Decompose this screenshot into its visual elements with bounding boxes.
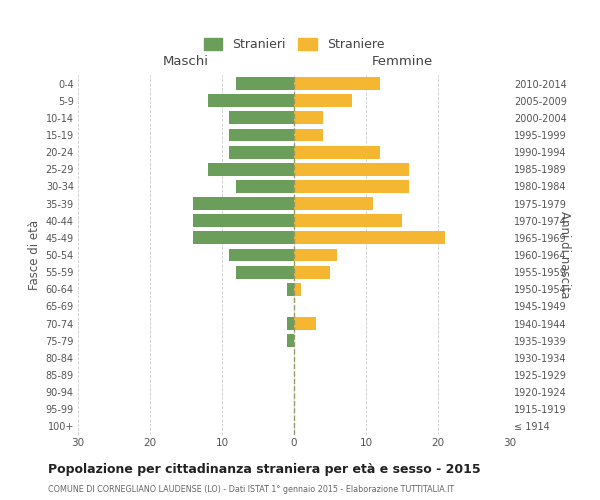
Bar [193,214,294,227]
Bar [294,197,373,210]
Bar [294,128,323,141]
Bar [294,248,337,262]
Bar [236,180,294,193]
Bar [236,77,294,90]
Bar [287,283,294,296]
Y-axis label: Anni di nascita: Anni di nascita [558,212,571,298]
Bar [294,94,352,107]
Bar [294,180,409,193]
Bar [193,232,294,244]
Bar [294,232,445,244]
Bar [236,266,294,278]
Bar [229,128,294,141]
Bar [229,112,294,124]
Bar [287,317,294,330]
Bar [287,334,294,347]
Bar [294,317,316,330]
Bar [294,112,323,124]
Legend: Stranieri, Straniere: Stranieri, Straniere [200,34,388,55]
Bar [193,197,294,210]
Text: COMUNE DI CORNEGLIANO LAUDENSE (LO) - Dati ISTAT 1° gennaio 2015 - Elaborazione : COMUNE DI CORNEGLIANO LAUDENSE (LO) - Da… [48,485,454,494]
Bar [294,214,402,227]
Bar [294,266,330,278]
Bar [294,283,301,296]
Text: Maschi: Maschi [163,55,209,68]
Bar [229,248,294,262]
Y-axis label: Fasce di età: Fasce di età [28,220,41,290]
Bar [294,77,380,90]
Text: Popolazione per cittadinanza straniera per età e sesso - 2015: Popolazione per cittadinanza straniera p… [48,462,481,475]
Bar [208,94,294,107]
Text: Femmine: Femmine [371,55,433,68]
Bar [294,163,409,175]
Bar [229,146,294,158]
Bar [294,146,380,158]
Bar [208,163,294,175]
